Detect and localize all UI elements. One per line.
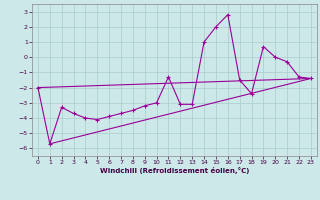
X-axis label: Windchill (Refroidissement éolien,°C): Windchill (Refroidissement éolien,°C) bbox=[100, 167, 249, 174]
